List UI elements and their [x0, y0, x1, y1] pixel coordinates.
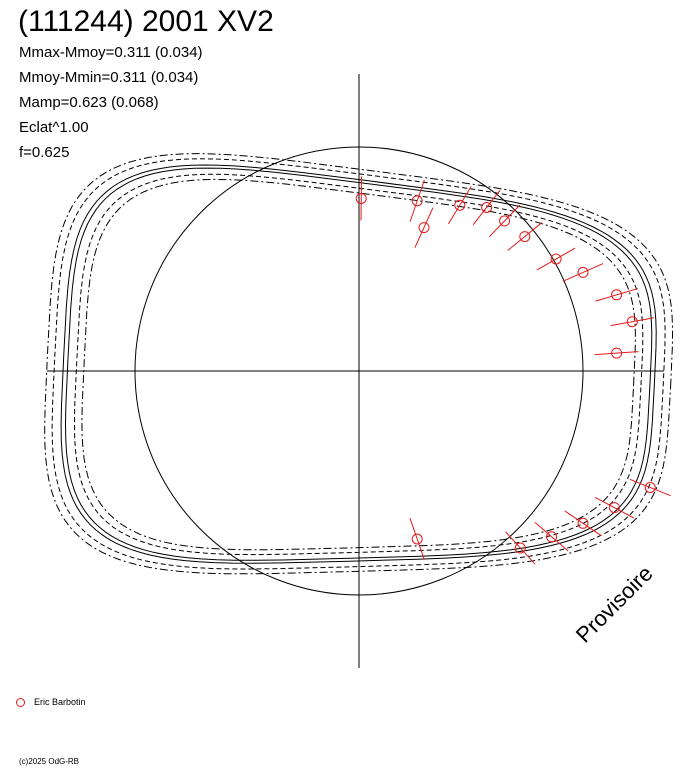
- observation-point: [608, 502, 620, 514]
- observation-error-bar: [488, 204, 521, 238]
- observation-point: [454, 199, 466, 211]
- observation-error-bar: [562, 263, 604, 282]
- observation-point: [514, 542, 526, 554]
- observation-point: [519, 231, 531, 243]
- observation-error-bar: [536, 247, 576, 271]
- observation-error-bar: [564, 510, 602, 537]
- observation-point: [481, 202, 493, 213]
- observation-point: [611, 347, 623, 359]
- legend-label: Eric Barbotin: [34, 697, 86, 707]
- observation-point: [411, 195, 423, 207]
- model-curve-dashdot-outer: [44, 153, 674, 575]
- observation-error-bar: [409, 179, 425, 222]
- observation-point: [499, 215, 511, 227]
- observation-error-bar: [534, 522, 569, 552]
- param-mmax-mmoy: Mmax-Mmoy=0.311 (0.034): [19, 44, 203, 61]
- observation-error-bar: [472, 189, 501, 226]
- observation-error-bar: [610, 317, 654, 327]
- observation-error-bar: [447, 186, 472, 225]
- observation-point: [644, 482, 656, 493]
- observation-error-bar: [594, 351, 639, 356]
- copyright-credit: (c)2025 OdG-RB: [19, 757, 80, 766]
- observation-point: [577, 517, 589, 529]
- observation-error-bar: [507, 222, 543, 251]
- observation-error-bar: [414, 207, 434, 248]
- observation-point: [418, 222, 430, 234]
- observation-point: [355, 193, 367, 204]
- observation-point: [577, 266, 589, 278]
- observation-point: [546, 531, 558, 543]
- legend: Eric Barbotin: [16, 697, 86, 707]
- observation-points: [355, 176, 671, 565]
- param-mamp: Mamp=0.623 (0.068): [19, 94, 159, 111]
- observation-point: [626, 316, 638, 328]
- observation-error-bar: [360, 176, 362, 221]
- observation-error-bar: [594, 496, 635, 519]
- observation-error-bar: [409, 518, 425, 560]
- model-curve-dashed-inner: [73, 173, 644, 556]
- observation-point: [550, 253, 562, 265]
- observation-point: [411, 533, 423, 545]
- observation-error-bar: [629, 478, 671, 497]
- observation-error-bar: [595, 288, 638, 302]
- parameter-list: Mmax-Mmoy=0.311 (0.034) Mmoy-Mmin=0.311 …: [19, 40, 203, 165]
- reference-circle: [134, 146, 584, 596]
- model-curve-dashed-outer: [51, 158, 666, 570]
- chart-title: (111244) 2001 XV2: [18, 5, 274, 38]
- observation-error-bar: [505, 531, 536, 565]
- legend-marker-icon: [16, 697, 25, 707]
- param-mmoy-mmin: Mmoy-Mmin=0.311 (0.034): [19, 69, 199, 86]
- observation-point: [611, 289, 623, 301]
- param-eclat: Eclat^1.00: [19, 119, 89, 136]
- param-f: f=0.625: [19, 144, 70, 161]
